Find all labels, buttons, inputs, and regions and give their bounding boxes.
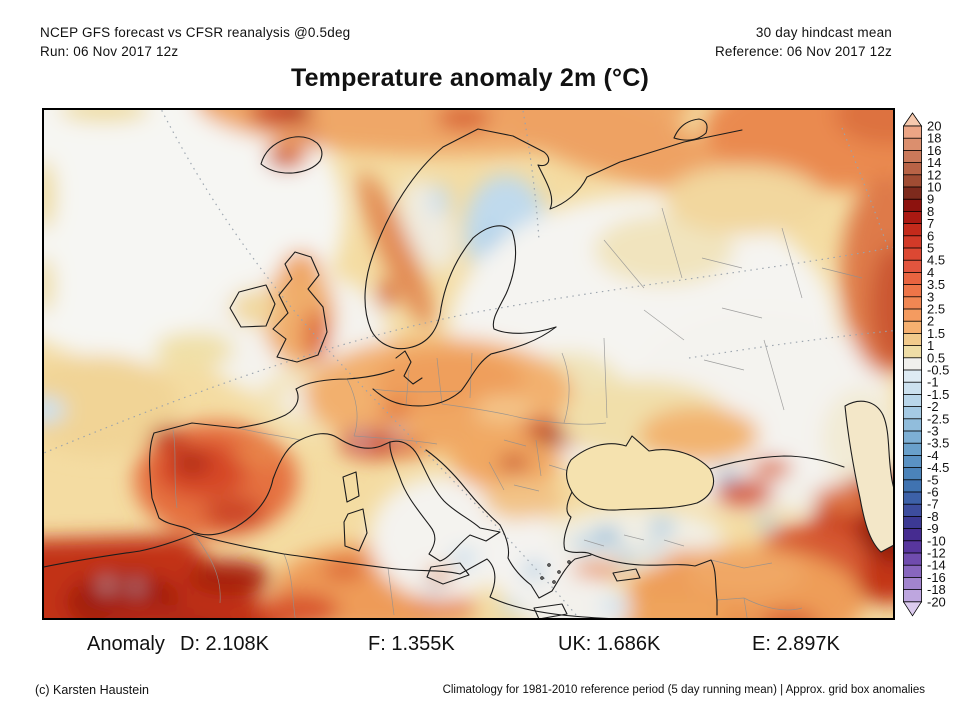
svg-text:-12: -12 [927,546,946,561]
svg-text:10: 10 [927,180,941,195]
svg-text:2.5: 2.5 [927,302,945,317]
svg-text:4.5: 4.5 [927,253,945,268]
svg-text:1: 1 [927,338,934,353]
borders-layer [172,207,863,618]
svg-text:-0.5: -0.5 [927,363,949,378]
coastlines-layer [44,118,893,618]
svg-text:-1: -1 [927,375,939,390]
colorbar-scale: 20 18 16 14 12 10 9 8 7 6 5 4.5 4 3.5 3 2.5 2 1.5 1 0.5 -0.5… [902,112,960,622]
run-line: Run: 06 Nov 2017 12z [40,44,179,60]
svg-text:-3.5: -3.5 [927,436,949,451]
svg-text:2: 2 [927,314,934,329]
map-frame [42,108,895,620]
svg-text:-2: -2 [927,399,939,414]
svg-text:9: 9 [927,192,934,207]
svg-text:3: 3 [927,289,934,304]
svg-text:-4: -4 [927,448,939,463]
svg-text:-4.5: -4.5 [927,460,949,475]
model-line: NCEP GFS forecast vs CFSR reanalysis @0.… [40,25,351,40]
svg-text:8: 8 [927,204,934,219]
svg-text:-1.5: -1.5 [927,387,949,402]
graticule-layer [44,110,893,618]
svg-text:6: 6 [927,228,934,243]
svg-text:-7: -7 [927,497,939,512]
reference-line: Reference: 06 Nov 2017 12z [714,44,892,60]
anomaly-france: F: 1.355K [368,633,455,655]
svg-text:-5: -5 [927,472,939,487]
svg-text:3.5: 3.5 [927,277,945,292]
svg-text:4: 4 [927,265,934,280]
anomaly-summary: Anomaly D: 2.108K F: 1.355K UK: 1.686K E… [0,633,960,659]
svg-text:-20: -20 [927,594,946,609]
svg-text:-16: -16 [927,570,946,585]
svg-text:-9: -9 [927,521,939,536]
copyright: (c) Karsten Haustein [35,683,149,697]
anomaly-germany: D: 2.108K [180,633,269,655]
model-info: NCEP GFS forecast vs CFSR reanalysis @0.… [40,23,350,61]
svg-text:-2.5: -2.5 [927,411,949,426]
svg-text:-18: -18 [927,582,946,597]
svg-text:5: 5 [927,241,934,256]
anomaly-uk: UK: 1.686K [558,633,661,655]
svg-text:7: 7 [927,216,934,231]
svg-text:12: 12 [927,167,941,182]
svg-text:-8: -8 [927,509,939,524]
svg-text:16: 16 [927,143,941,158]
anomaly-heading: Anomaly [87,633,165,655]
svg-text:-3: -3 [927,424,939,439]
svg-text:0.5: 0.5 [927,350,945,365]
hindcast-line: 30 day hindcast mean [755,25,892,40]
svg-text:-10: -10 [927,533,946,548]
climatology-note: Climatology for 1981-2010 reference peri… [442,684,925,696]
svg-text:1.5: 1.5 [927,326,945,341]
page-title: Temperature anomaly 2m (°C) [290,64,650,92]
svg-text:-14: -14 [927,558,946,573]
anomaly-europe: E: 2.897K [752,633,840,655]
svg-text:20: 20 [927,119,941,134]
reference-info: 30 day hindcast mean Reference: 06 Nov 2… [715,23,892,61]
svg-text:-6: -6 [927,485,939,500]
svg-text:18: 18 [927,131,941,146]
svg-text:14: 14 [927,155,941,170]
europe-anomaly-map [44,110,893,618]
